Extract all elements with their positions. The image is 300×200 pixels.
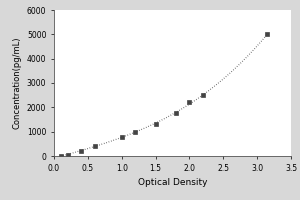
X-axis label: Optical Density: Optical Density xyxy=(138,178,207,187)
Y-axis label: Concentration(pg/mL): Concentration(pg/mL) xyxy=(12,37,21,129)
